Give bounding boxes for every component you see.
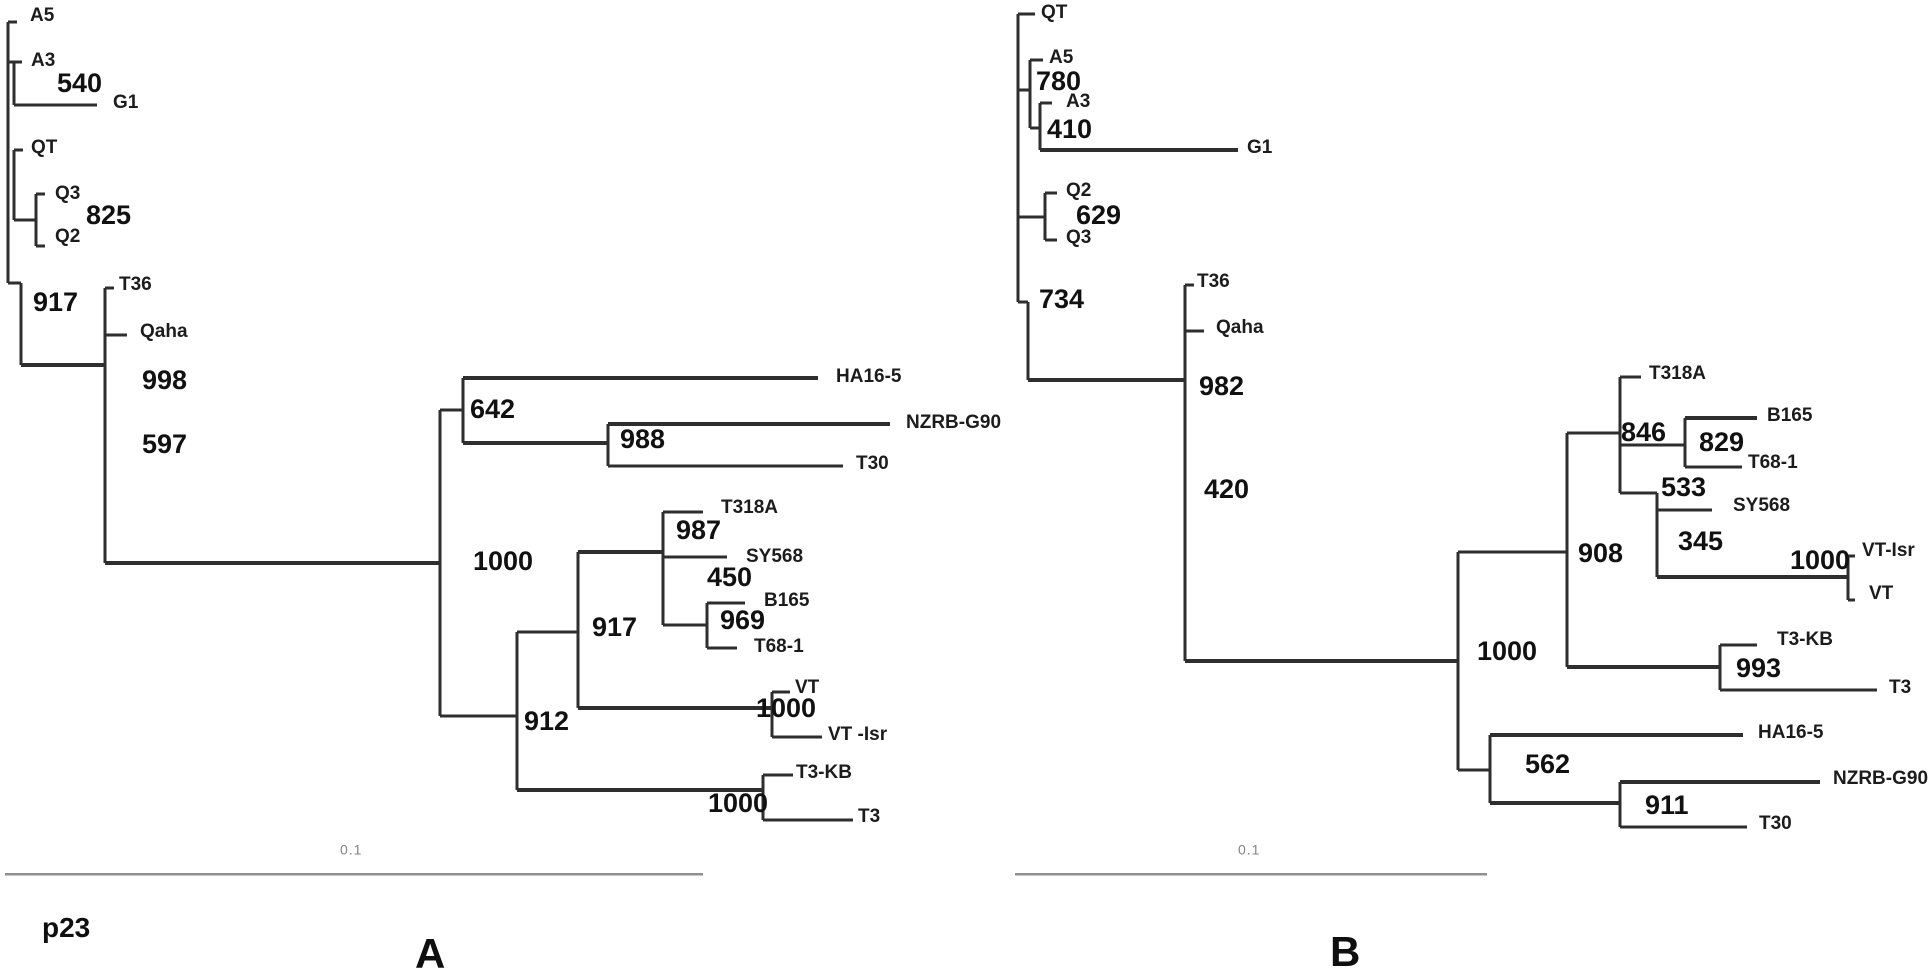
taxon-label-q3: Q3 [1066,227,1091,248]
taxon-label-t36: T36 [1197,271,1230,292]
taxon-label-t318a: T318A [721,497,778,518]
taxon-label-qt: QT [1041,2,1068,23]
taxon-label-ha16-5: HA16-5 [836,366,902,387]
taxon-label-q2: Q2 [55,226,80,247]
bootstrap-value: 642 [470,394,515,424]
bootstrap-value: 912 [524,706,569,736]
bootstrap-value: 410 [1047,114,1092,144]
scale-bar-label-B: 0.1 [1238,841,1260,857]
bootstrap-value: 597 [142,429,187,459]
bootstrap-value: 562 [1525,749,1570,779]
bootstrap-value: 917 [33,287,78,317]
scale-bar-label-A: 0.1 [340,841,362,857]
bootstrap-value: 420 [1204,474,1249,504]
taxon-label-g1: G1 [1247,137,1273,158]
taxon-label-g1: G1 [113,92,139,113]
taxon-label-q3: Q3 [55,183,80,204]
bootstrap-value: 969 [720,605,765,635]
panel-a-letter: A [415,930,446,972]
taxon-label-a5: A5 [30,5,55,26]
taxon-label-vt: VT [1869,583,1894,604]
bootstrap-value: 987 [676,515,721,545]
taxon-label-t3: T3 [1889,677,1911,698]
taxon-label-a3: A3 [1066,91,1090,112]
bootstrap-value: 1000 [1477,636,1537,666]
bootstrap-value: 829 [1699,427,1744,457]
bootstrap-value: 998 [142,365,187,395]
bootstrap-value: 993 [1736,653,1781,683]
bootstrap-value: 1000 [1790,545,1850,575]
bootstrap-value: 988 [620,424,665,454]
taxon-label-b165: B165 [1767,405,1813,426]
taxon-label-t30: T30 [856,453,889,474]
taxon-label-t3: T3 [858,806,880,827]
bootstrap-value: 540 [57,68,102,98]
bootstrap-value: 450 [707,562,752,592]
taxon-label-a5: A5 [1049,47,1074,68]
bootstrap-value: 825 [86,200,131,230]
taxon-label-q2: Q2 [1066,180,1091,201]
bootstrap-value: 982 [1199,371,1244,401]
bootstrap-value: 911 [1645,790,1689,820]
bootstrap-value: 780 [1036,66,1081,96]
bootstrap-value: 1000 [473,546,533,576]
bootstrap-value: 734 [1039,284,1084,314]
panel-b-letter: B [1330,928,1361,972]
taxon-label-nzrb-g90: NZRB-G90 [1833,768,1928,789]
bootstrap-value: 345 [1678,526,1723,556]
bootstrap-value: 846 [1621,417,1666,447]
taxon-label-b165: B165 [764,590,810,611]
taxon-label-qaha: Qaha [1216,317,1264,338]
bootstrap-value: 908 [1578,538,1623,568]
taxon-label-vt-isr: VT-Isr [1862,540,1915,561]
taxon-label-qt: QT [31,137,58,158]
bootstrap-value: 533 [1661,472,1706,502]
taxon-label-sy568: SY568 [1733,495,1790,516]
taxon-label-t3-kb: T3-KB [1777,629,1833,650]
bootstrap-value: 1000 [708,788,768,818]
taxon-label-nzrb-g90: NZRB-G90 [906,412,1001,433]
taxon-label-ha16-5: HA16-5 [1758,722,1824,743]
taxon-label-t30: T30 [1759,813,1792,834]
taxon-label-t3-kb: T3-KB [796,762,852,783]
gene-label: p23 [42,912,91,943]
taxon-label-vt-isr: VT -Isr [828,724,888,745]
taxon-label-t318a: T318A [1649,363,1706,384]
taxon-label-t36: T36 [119,274,152,295]
bootstrap-value: 917 [592,612,637,642]
taxon-label-t68-1: T68-1 [1748,452,1798,473]
taxon-label-t68-1: T68-1 [754,636,804,657]
bootstrap-value: 1000 [756,693,816,723]
taxon-label-a3: A3 [31,50,55,71]
taxon-label-sy568: SY568 [746,546,803,567]
taxon-label-vt: VT [795,677,820,698]
bootstrap-value: 629 [1076,200,1121,230]
taxon-label-qaha: Qaha [140,321,188,342]
